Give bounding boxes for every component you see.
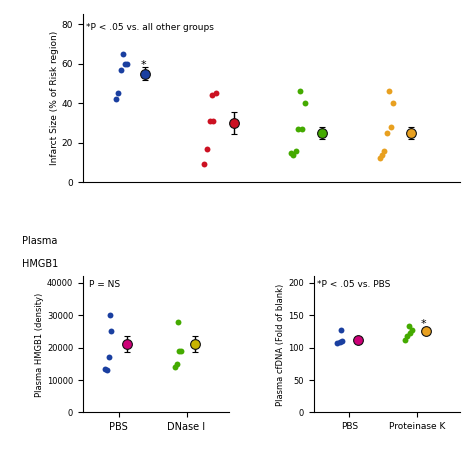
Point [298, 125, 306, 133]
Point [103, 366, 110, 374]
Point [210, 117, 217, 125]
Point [401, 336, 409, 344]
Point [176, 347, 183, 355]
Point [201, 161, 208, 168]
Point [390, 100, 397, 107]
Point [301, 100, 309, 107]
Point [106, 311, 114, 319]
Point [292, 147, 300, 155]
Point [338, 337, 346, 345]
Point [124, 60, 131, 67]
Point [101, 365, 109, 373]
Point [203, 145, 211, 152]
Point [206, 117, 213, 125]
Point [376, 155, 384, 162]
Point [288, 149, 295, 156]
Point [334, 339, 341, 347]
Text: P = NS: P = NS [89, 281, 120, 290]
Point [117, 66, 125, 73]
Point [409, 326, 416, 333]
Point [121, 60, 128, 67]
Y-axis label: Plasma cfDNA (Fold of blank): Plasma cfDNA (Fold of blank) [276, 283, 285, 406]
Point [406, 329, 414, 337]
Point [108, 328, 115, 335]
Point [383, 129, 391, 137]
Point [119, 50, 127, 57]
Text: Plasma: Plasma [22, 236, 57, 246]
Point [387, 123, 394, 131]
Point [405, 322, 413, 329]
Point [381, 147, 388, 155]
Point [296, 88, 304, 95]
Point [385, 88, 392, 95]
Point [336, 338, 343, 346]
Point [378, 151, 385, 158]
Text: *: * [140, 60, 146, 70]
Point [174, 318, 182, 326]
Y-axis label: Plasma HMGB1 (density): Plasma HMGB1 (density) [35, 292, 44, 397]
Text: *P < .05 vs. all other groups: *P < .05 vs. all other groups [86, 23, 213, 32]
Text: *: * [421, 319, 427, 329]
Text: HMGB1: HMGB1 [22, 259, 58, 269]
Point [404, 332, 411, 340]
Point [289, 151, 297, 158]
Point [115, 90, 122, 97]
Point [337, 326, 345, 333]
Y-axis label: Infarct Size (% of Risk region): Infarct Size (% of Risk region) [50, 31, 59, 165]
Point [173, 360, 181, 368]
Text: *P < .05 vs. PBS: *P < .05 vs. PBS [317, 281, 390, 290]
Point [112, 95, 119, 103]
Point [208, 91, 215, 99]
Point [105, 354, 112, 361]
Point [171, 363, 178, 371]
Point [178, 347, 185, 355]
Point [212, 90, 220, 97]
Point [295, 125, 302, 133]
